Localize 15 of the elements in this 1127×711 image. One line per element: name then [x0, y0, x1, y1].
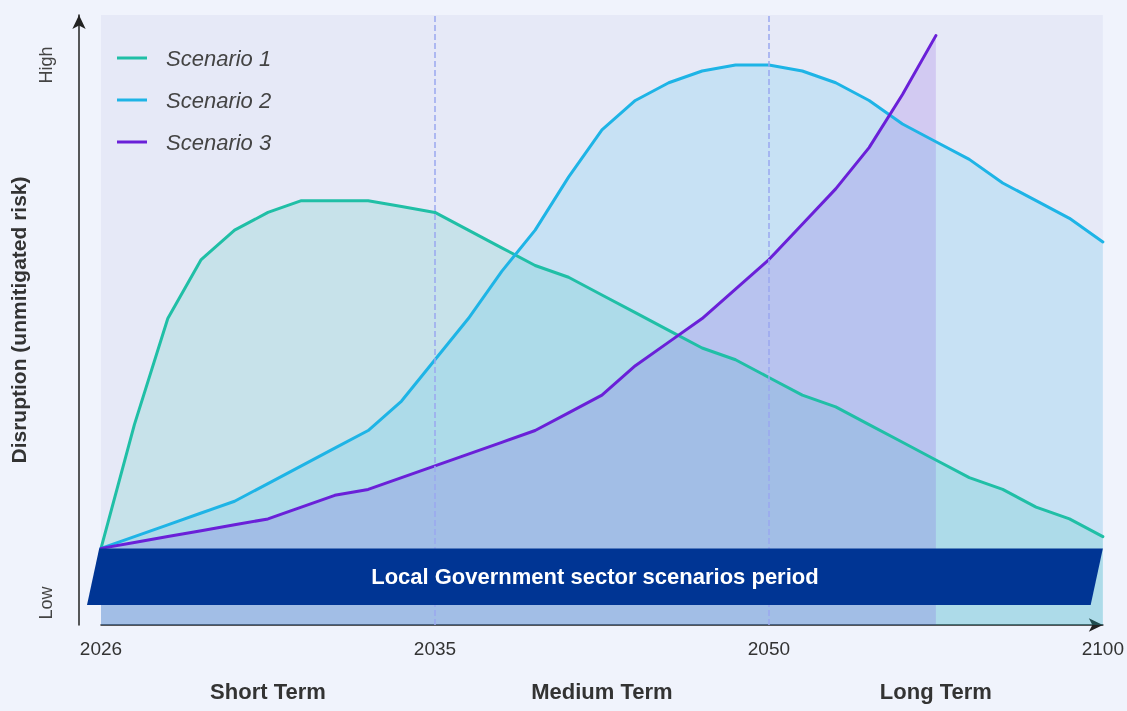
text: Low: [35, 586, 57, 620]
x-tick-label: 2026: [79, 638, 123, 659]
text: Medium Term: [531, 679, 673, 705]
legend-label: Scenario 3: [166, 129, 272, 155]
banner-shape: Local Government sector scenarios period: [87, 548, 1103, 605]
x-tick-label: 2050: [747, 638, 791, 659]
legend-label: Scenario 2: [166, 87, 272, 113]
annotation: Local Government sector scenarios period: [371, 563, 819, 590]
legend-label: Scenario 1: [166, 45, 272, 71]
y-axis-title: Disruption (unmitigated risk): [7, 176, 30, 464]
x-tick-label: 2035: [413, 638, 457, 659]
text: Long Term: [879, 679, 992, 705]
text: Short Term: [210, 679, 326, 705]
text: High: [35, 46, 57, 84]
x-tick-label: 2100: [1081, 638, 1125, 659]
